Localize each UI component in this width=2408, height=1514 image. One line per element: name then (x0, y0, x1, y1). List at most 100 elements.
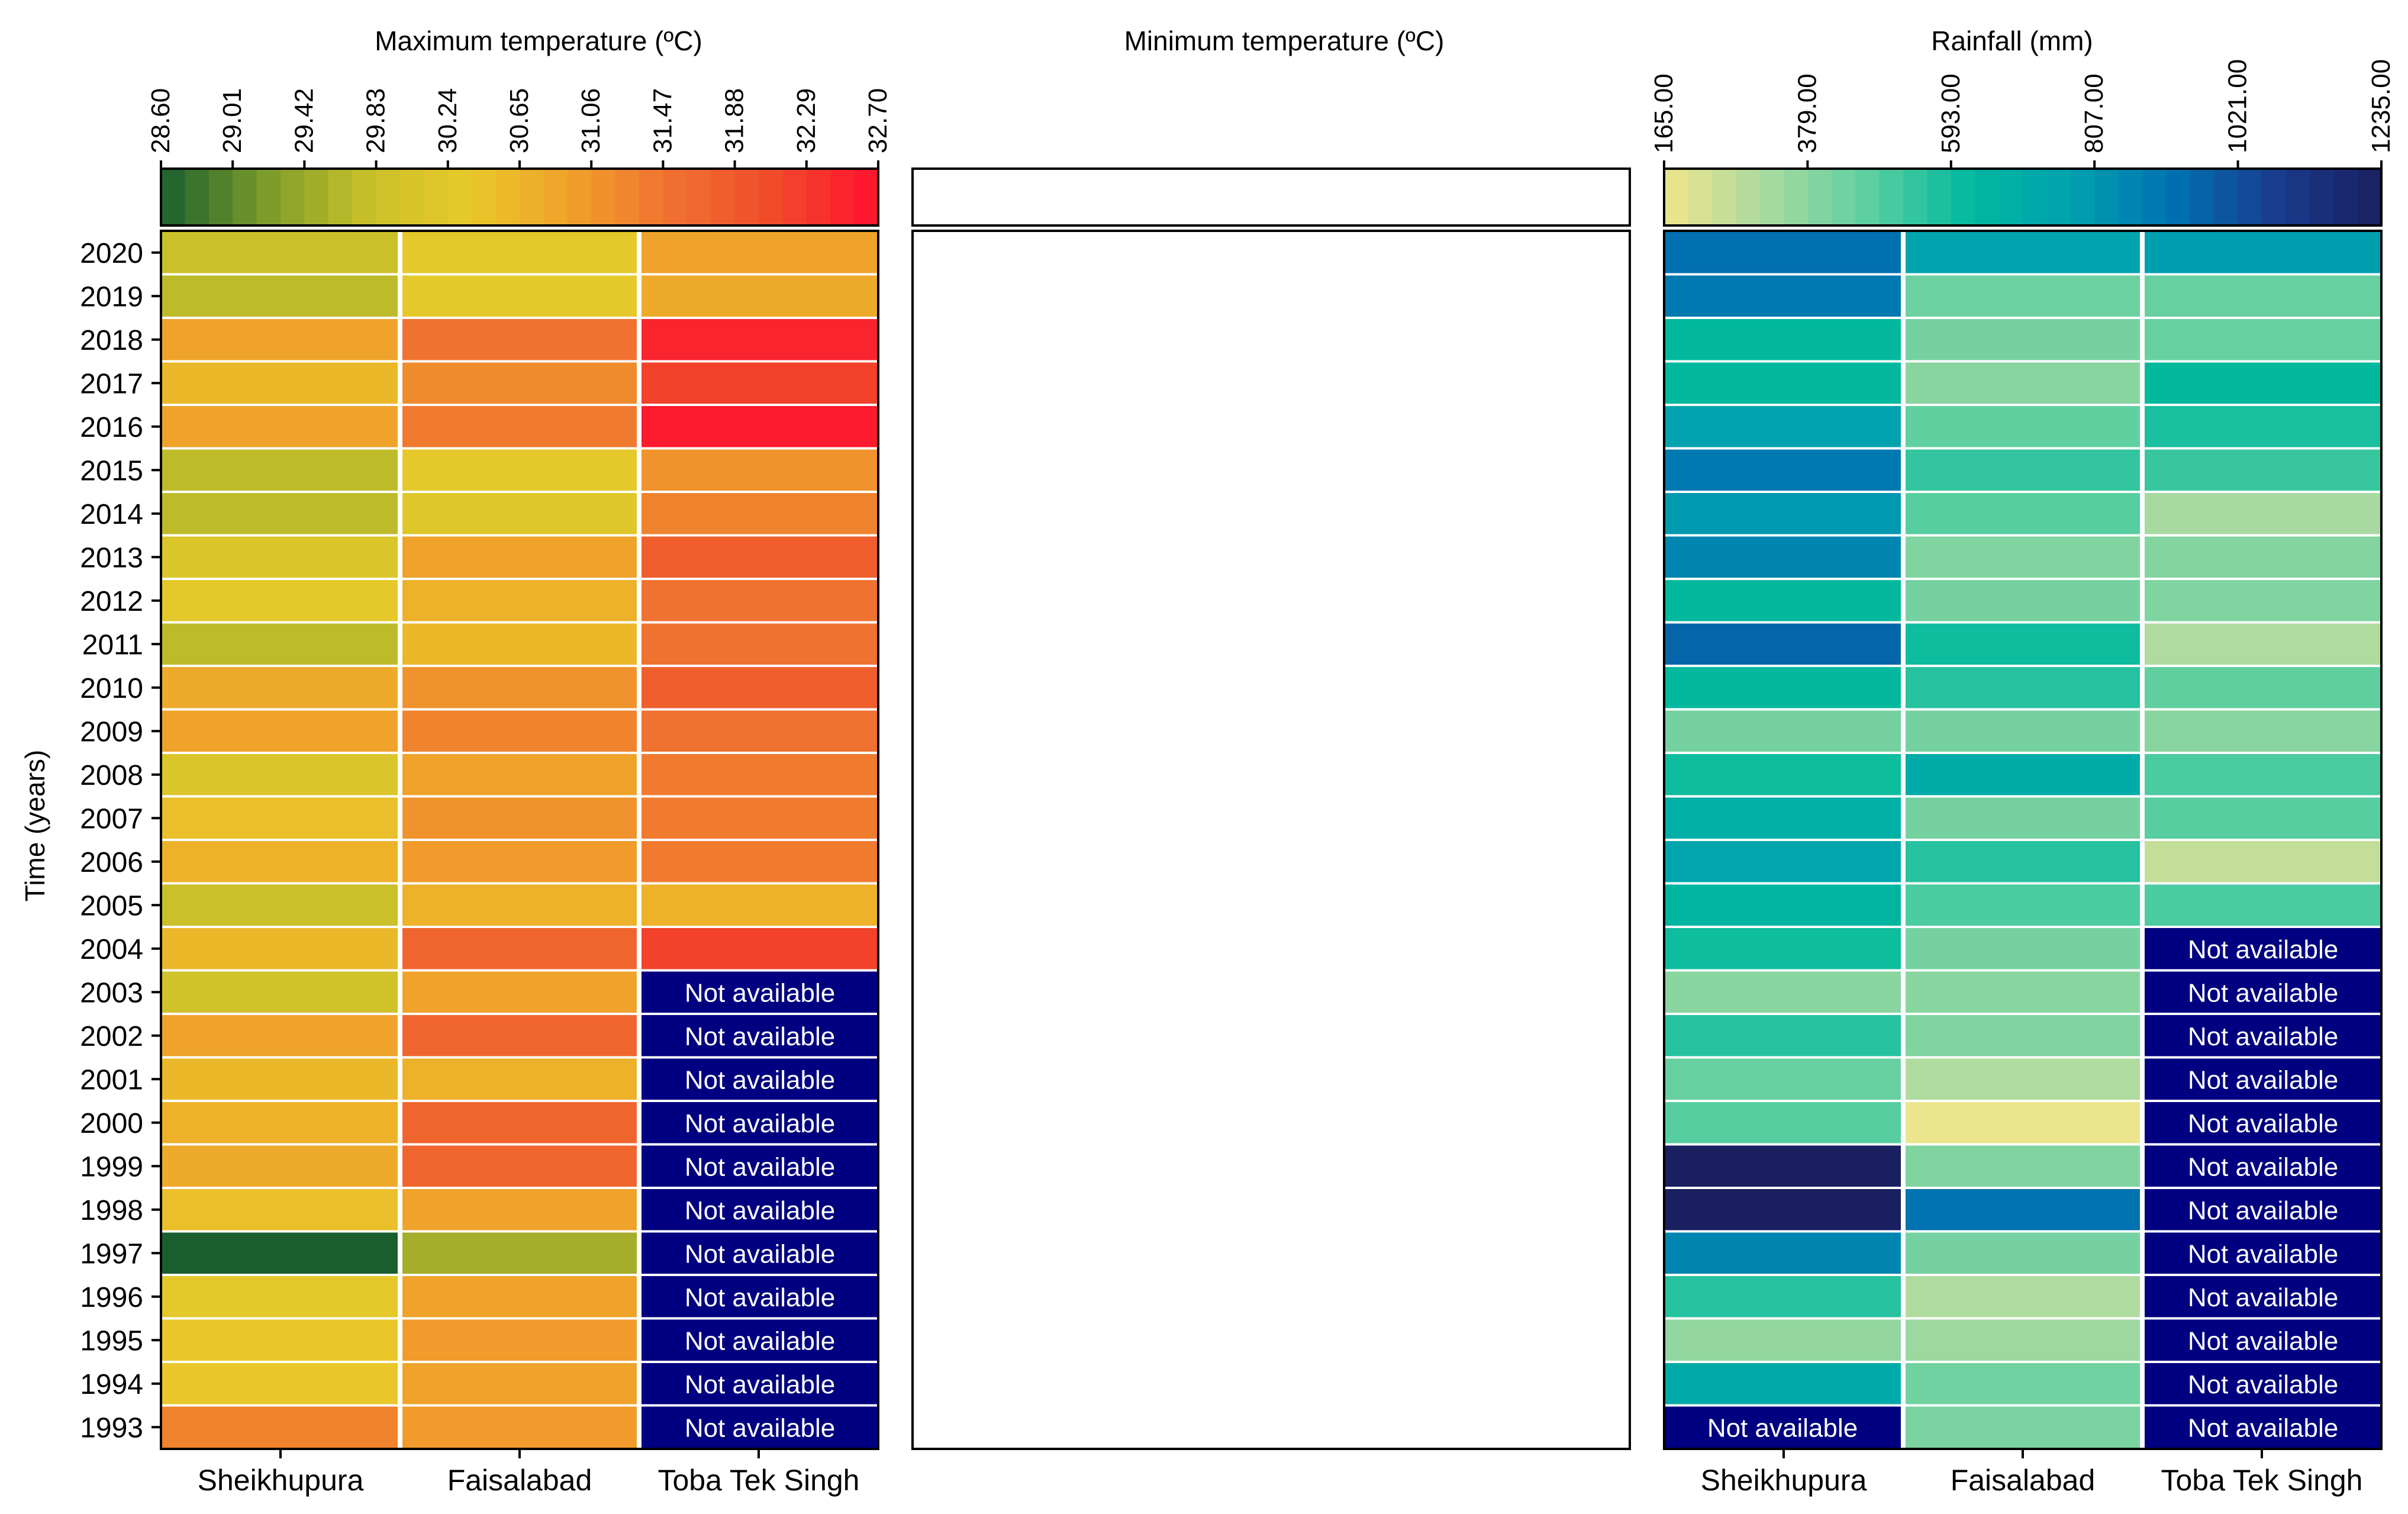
colorbar-segment (686, 169, 711, 226)
not-available-label: Not available (2188, 935, 2338, 964)
colorbar-segment (2094, 169, 2119, 226)
not-available-label: Not available (2188, 1065, 2338, 1094)
y-tick-label: 2002 (80, 1021, 143, 1052)
colorbar-segment (1951, 169, 1975, 226)
colorbar-segment (639, 169, 664, 226)
heatmap-cell (1664, 971, 1901, 1013)
colorbar-segment (663, 169, 688, 226)
colorbar-segment (520, 169, 544, 226)
y-tick-label: 1994 (80, 1369, 143, 1400)
colorbar (1664, 169, 2382, 226)
x-tick-labels: Sheikhupura Faisalabad Toba Tek Singh (198, 1449, 860, 1497)
heatmap-cell (2145, 536, 2381, 578)
not-available-label: Not available (2188, 978, 2338, 1007)
heatmap-cell (1906, 841, 2140, 882)
heatmap-cell (2145, 1145, 2381, 1187)
heatmap-cell (1906, 971, 2140, 1013)
heatmap-cell (2145, 1363, 2381, 1405)
y-tick-label: 2007 (80, 803, 143, 835)
heatmap-cell (402, 449, 637, 491)
y-tick-label: 1998 (80, 1195, 143, 1226)
heatmap-cell (1664, 623, 1901, 665)
heatmap-cell (1906, 1102, 2140, 1143)
colorbar-segment (734, 169, 759, 226)
colorbar-segment (782, 169, 807, 226)
panel-rainfall: Rainfall (mm) (1663, 25, 2383, 1450)
heatmap-cell (2145, 449, 2381, 491)
colorbar-segment (233, 169, 257, 226)
heatmap-cell (402, 971, 637, 1013)
colorbar-segment (543, 169, 568, 226)
heatmap-cell (402, 1102, 637, 1143)
colorbar-segment (1688, 169, 1713, 226)
colorbar-segment (2046, 169, 2071, 226)
heatmap-cell (161, 1189, 398, 1230)
colorbar-segment (376, 169, 401, 226)
colorbar-tick-label: 29.83 (362, 88, 391, 153)
heatmap-cell (402, 406, 637, 447)
colorbar-segment (424, 169, 449, 226)
heatmap-cell (161, 493, 398, 534)
colorbar-tick-label: 31.88 (720, 88, 749, 153)
heatmap-cell (1664, 667, 1901, 708)
colorbar-tick-label: 1021.00 (2223, 59, 2252, 153)
y-tick-label: 2010 (80, 673, 143, 704)
y-tick-label: 1995 (80, 1325, 143, 1357)
colorbar-segment (591, 169, 616, 226)
heatmap-cell (1664, 710, 1901, 752)
panel-title: Rainfall (mm) (1931, 25, 2093, 56)
y-tick-label: 2008 (80, 760, 143, 791)
heatmap-cell (2145, 971, 2381, 1013)
heatmap-cell (161, 1406, 398, 1448)
heatmap-cell (642, 623, 878, 665)
y-axis-label: Time (years) (20, 750, 50, 901)
heatmap-cell (2145, 362, 2381, 404)
y-tick-label: 1997 (80, 1238, 143, 1270)
colorbar-segment (2238, 169, 2262, 226)
heatmap-cell (1906, 493, 2140, 534)
colorbar-tick-label: 32.70 (863, 88, 892, 153)
y-tick-label: 1996 (80, 1282, 143, 1313)
not-available-label: Not available (685, 1326, 835, 1355)
colorbar-segment (1903, 169, 1928, 226)
y-tick-label: 2016 (80, 412, 143, 443)
colorbar-tick-label: 807.00 (2080, 73, 2109, 153)
heatmap-cell (1906, 884, 2140, 926)
heatmap-cell (1664, 928, 1901, 969)
not-available-label: Not available (685, 1152, 835, 1181)
colorbar-tick-label: 30.24 (433, 88, 462, 153)
not-available-label: Not available (685, 1065, 835, 1094)
colorbar-segment (806, 169, 831, 226)
y-tick-label: 2019 (80, 281, 143, 313)
heatmap-cell (402, 536, 637, 578)
heatmap-cell (1664, 536, 1901, 578)
heatmap-cell (2145, 1232, 2381, 1274)
heatmap-cell (1664, 1015, 1901, 1056)
y-tick-label: 1999 (80, 1151, 143, 1183)
colorbar-segment (161, 169, 186, 226)
colorbar-segment (1664, 169, 1689, 226)
plot-frame (160, 230, 879, 1450)
heatmap-cell (2145, 232, 2381, 273)
heatmap-cell (161, 797, 398, 839)
colorbar (161, 169, 879, 226)
heatmap-cell (1664, 1363, 1901, 1405)
heatmap-cell (1906, 623, 2140, 665)
heatmap-cell (402, 1015, 637, 1056)
heatmap-cell (642, 797, 878, 839)
heatmap-cell (402, 580, 637, 621)
colorbar-segment (208, 169, 233, 226)
colorbar-segment (472, 169, 497, 226)
heatmap-cell (2145, 1276, 2381, 1317)
heatmap-cell (402, 1145, 637, 1187)
heatmap-cell (402, 493, 637, 534)
heatmap-cell (642, 275, 878, 317)
heatmap-cell (1906, 362, 2140, 404)
heatmap-cell (1664, 232, 1901, 273)
heatmap-cell (2145, 1058, 2381, 1100)
y-tick-label: 2004 (80, 934, 143, 965)
colorbar-segment (711, 169, 736, 226)
heatmap-cell (2145, 841, 2381, 882)
heatmap-cell (161, 928, 398, 969)
